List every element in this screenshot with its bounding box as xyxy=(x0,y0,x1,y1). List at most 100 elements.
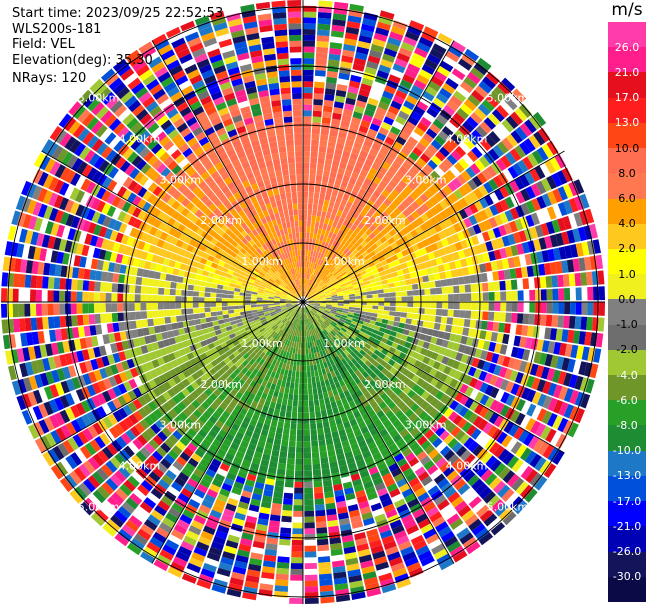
range-gate xyxy=(533,131,546,146)
range-gate xyxy=(597,317,605,332)
range-gate xyxy=(429,48,444,60)
range-gate xyxy=(408,151,419,162)
range-gate xyxy=(558,302,565,314)
range-gate xyxy=(216,306,223,312)
range-gate xyxy=(478,80,493,94)
range-gate xyxy=(486,165,497,178)
range-gate xyxy=(482,282,489,292)
range-gate xyxy=(391,354,399,362)
range-gate xyxy=(215,298,222,302)
range-gate xyxy=(313,486,323,494)
range-gate xyxy=(348,291,355,295)
range-gate xyxy=(316,210,322,217)
range-gate xyxy=(307,267,310,274)
range-gate xyxy=(444,375,454,386)
range-gate xyxy=(357,155,366,164)
range-gate xyxy=(277,462,286,470)
range-gate xyxy=(332,13,347,21)
range-gate xyxy=(334,272,341,278)
range-gate xyxy=(422,254,430,262)
range-gate xyxy=(393,337,401,344)
range-gate xyxy=(532,438,545,453)
range-gate xyxy=(320,298,327,301)
range-gate xyxy=(348,80,361,89)
range-gate xyxy=(474,391,485,403)
range-gate xyxy=(347,15,362,24)
range-gate xyxy=(493,312,501,322)
range-gate xyxy=(323,164,332,172)
range-gate xyxy=(552,415,563,430)
range-gate xyxy=(348,273,355,278)
range-gate xyxy=(415,142,427,153)
range-gate xyxy=(448,411,459,422)
range-gate xyxy=(307,203,313,210)
range-gate xyxy=(391,160,402,170)
range-gate xyxy=(329,313,335,318)
range-gate xyxy=(401,126,413,136)
range-gate xyxy=(297,348,301,355)
range-gate xyxy=(577,226,587,242)
range-gate xyxy=(326,224,332,232)
range-gate xyxy=(333,281,340,286)
range-gate xyxy=(325,236,331,244)
range-gate xyxy=(340,337,347,343)
range-gate xyxy=(417,339,425,347)
range-gate xyxy=(290,574,303,581)
range-gate xyxy=(375,106,387,116)
range-gate xyxy=(476,172,488,184)
range-gate xyxy=(476,448,489,461)
range-gate xyxy=(316,245,321,253)
range-gate xyxy=(250,304,257,308)
range-gate xyxy=(361,23,375,33)
range-gate xyxy=(346,133,356,142)
range-gate xyxy=(470,310,477,320)
range-gate xyxy=(356,333,364,340)
range-gate xyxy=(316,287,322,292)
range-gate xyxy=(562,420,574,435)
range-gate xyxy=(406,260,414,268)
range-gate xyxy=(111,303,118,312)
range-gate xyxy=(476,465,489,478)
range-gate xyxy=(36,275,43,289)
range-gate xyxy=(509,370,519,382)
range-gate xyxy=(531,198,541,211)
range-gate xyxy=(134,311,142,320)
range-gate xyxy=(448,368,457,378)
range-gate xyxy=(394,311,402,317)
range-gate xyxy=(292,365,297,372)
range-gate xyxy=(531,377,541,390)
range-gate xyxy=(339,224,347,232)
range-gate xyxy=(440,316,448,324)
range-gate xyxy=(546,221,555,235)
range-gate xyxy=(375,356,383,364)
range-gate xyxy=(88,314,96,325)
range-gate xyxy=(274,432,283,440)
range-gate xyxy=(370,316,377,322)
range-gate xyxy=(315,257,320,264)
range-gate xyxy=(537,127,551,143)
range-gate xyxy=(210,311,217,317)
range-gate xyxy=(439,271,447,280)
range-gate xyxy=(59,316,67,328)
range-gate xyxy=(453,222,462,233)
range-gate xyxy=(312,203,318,211)
range-gate xyxy=(535,423,547,437)
range-gate xyxy=(511,290,518,301)
range-gate xyxy=(434,203,444,213)
range-gate xyxy=(303,34,316,41)
range-gate xyxy=(485,94,499,108)
range-gate xyxy=(306,285,310,292)
range-gate xyxy=(419,262,427,270)
range-gate xyxy=(547,191,558,205)
range-gate xyxy=(344,169,353,177)
range-gate xyxy=(463,76,478,89)
range-gate xyxy=(401,302,408,307)
range-gate xyxy=(442,294,449,302)
range-gate xyxy=(321,254,327,261)
range-gate xyxy=(456,268,464,277)
range-gate xyxy=(383,47,398,58)
range-gate xyxy=(303,104,313,111)
range-gate xyxy=(378,64,391,74)
range-gate xyxy=(384,156,394,166)
